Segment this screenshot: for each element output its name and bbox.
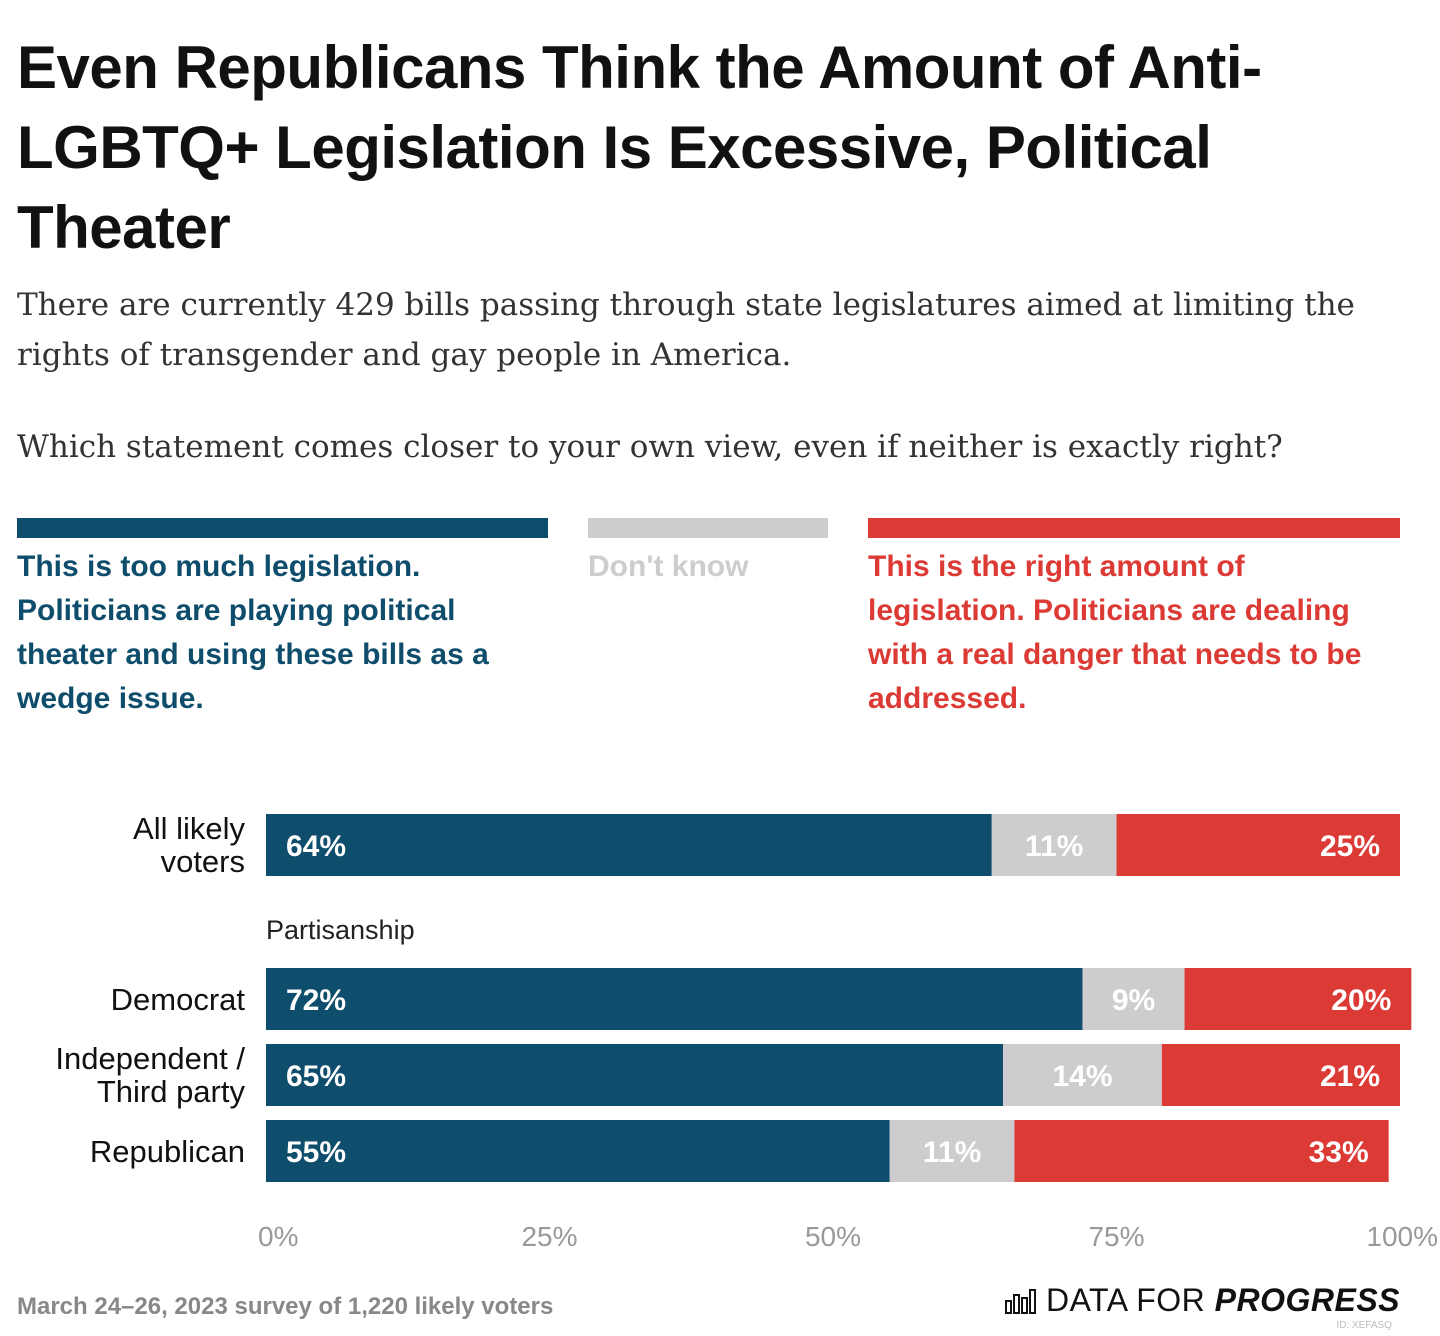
survey-note: March 24–26, 2023 survey of 1,220 likely… [17,1293,554,1320]
legend-label-dont-know: Don't know [588,550,749,583]
bar-all-likely-voters-series-1 [991,814,1117,876]
category-label-republican: Republican [90,1134,245,1169]
category-label-all-likely-voters: All likely voters [133,811,245,879]
data-label-democrat-series-0: 72% [286,984,346,1017]
chart-id: ID: XEFASQ [1336,1320,1392,1331]
chart-subtitle: There are currently 429 bills passing th… [17,287,1355,373]
data-label-independent-third-party-series-2: 21% [1320,1060,1380,1093]
bar-independent-third-party-series-1 [1003,1044,1162,1106]
bar-republican-series-0 [266,1120,890,1182]
legend-swatch-dont-know [588,518,828,538]
brand-logo: DATA FOR PROGRESS [1004,1282,1400,1319]
data-label-republican-series-2: 33% [1309,1136,1369,1169]
data-label-all-likely-voters-series-0: 64% [286,830,346,863]
data-label-democrat-series-2: 20% [1331,984,1391,1017]
x-tick-label-50: 50% [805,1221,861,1252]
bar-democrat-series-2 [1184,968,1412,1030]
logo-text-bold: PROGRESS [1214,1282,1400,1318]
bar-all-likely-voters-series-2 [1116,814,1400,876]
legend-label-too-much: This is too much legislation. Politician… [17,550,489,715]
bar-independent-third-party-series-2 [1161,1044,1400,1106]
x-tick-label-75: 75% [1088,1221,1144,1252]
bar-republican-series-2 [1014,1120,1389,1182]
data-label-republican-series-0: 55% [286,1136,346,1169]
data-label-independent-third-party-series-1: 14% [1052,1060,1112,1093]
survey-question: Which statement comes closer to your own… [17,429,1283,465]
logo-text-plain: DATA FOR [1045,1282,1206,1318]
stacked-bar-chart: Partisanship All likely voters 64% 11% 25% Dem… [55,811,1438,1252]
bar-republican-series-1 [889,1120,1015,1182]
data-label-independent-third-party-series-0: 65% [286,1060,346,1093]
group-label-partisanship: Partisanship [266,915,415,945]
category-label-independent-third-party: Independent / Third party [55,1041,245,1109]
data-label-republican-series-1: 11% [923,1136,981,1169]
bar-chart-icon [1004,1288,1036,1314]
chart-title: Even Republicans Think the Amount of Ant… [17,34,1262,261]
bar-democrat-series-1 [1082,968,1185,1030]
x-tick-label-0: 0% [258,1221,298,1252]
data-label-democrat-series-1: 9% [1112,984,1155,1017]
legend-swatch-right-amount [868,518,1400,538]
x-tick-label-25: 25% [521,1221,577,1252]
legend-swatch-too-much [17,518,548,538]
bar-democrat-series-0 [266,968,1083,1030]
data-label-all-likely-voters-series-1: 11% [1025,830,1083,863]
legend-label-right-amount: This is the right amount of legislation.… [868,550,1362,715]
logo-text: DATA FOR PROGRESS [1046,1282,1400,1319]
data-label-all-likely-voters-series-2: 25% [1320,830,1380,863]
bar-all-likely-voters-series-0 [266,814,992,876]
category-label-democrat: Democrat [111,982,246,1017]
x-tick-label-100: 100% [1366,1221,1438,1252]
bar-independent-third-party-series-0 [266,1044,1004,1106]
